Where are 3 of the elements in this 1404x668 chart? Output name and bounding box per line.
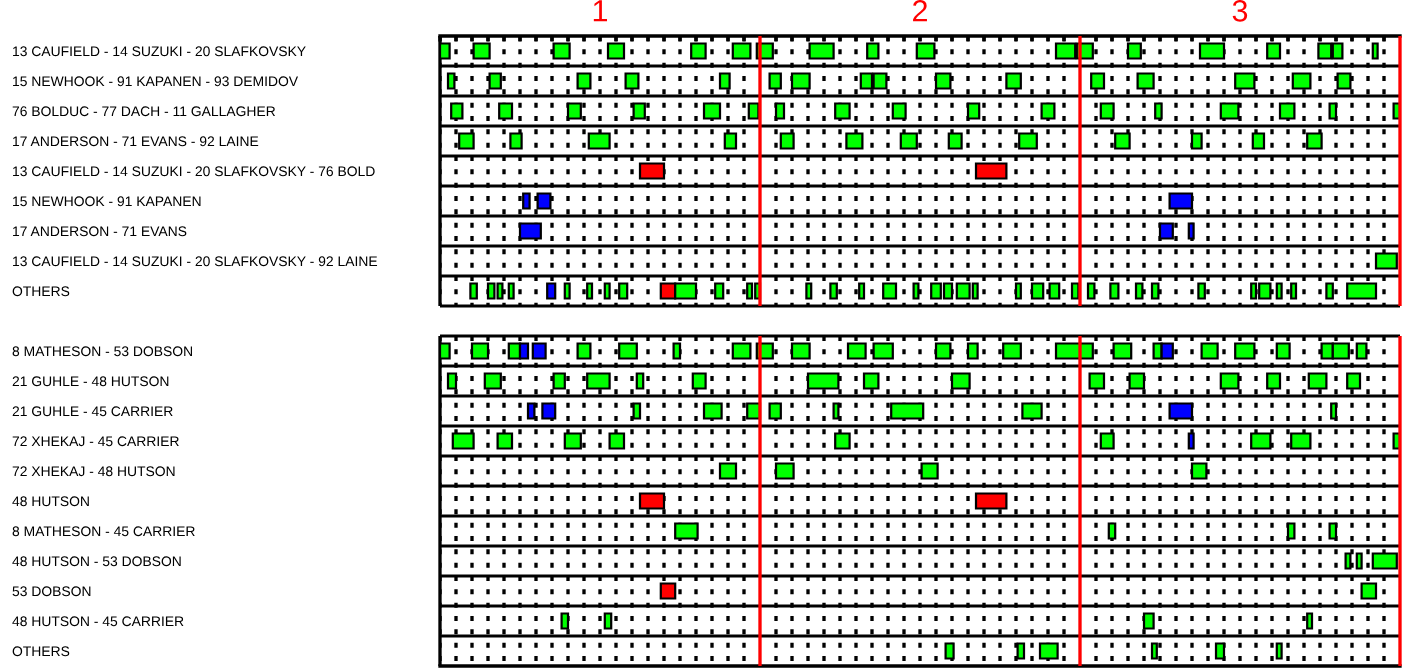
x-tick-label: 3 — [1232, 0, 1248, 22]
x-tick-label: 1 — [593, 0, 608, 22]
x-tick-label: 2 — [913, 0, 927, 22]
